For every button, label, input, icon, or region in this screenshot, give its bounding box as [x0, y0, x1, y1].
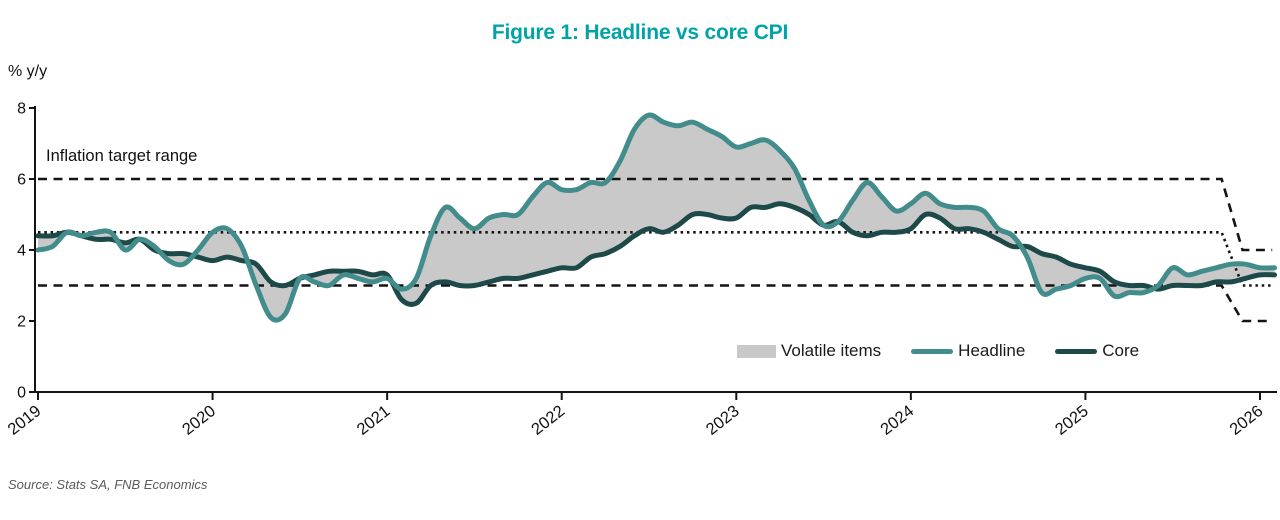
core-line: [35, 201, 1277, 307]
y-axis-unit-label: % y/y: [8, 63, 48, 80]
x-tick-label: 2021: [354, 402, 394, 439]
x-tick-label: 2024: [877, 402, 917, 439]
x-tick-label: 2026: [1226, 402, 1266, 439]
x-tick-label: 2020: [179, 402, 219, 439]
legend-item-headline: Headline: [911, 341, 1025, 361]
inflation-target-range-label: Inflation target range: [46, 147, 198, 165]
x-tick-label: 2025: [1052, 402, 1092, 439]
source-note: Source: Stats SA, FNB Economics: [8, 477, 208, 492]
legend-label-headline: Headline: [958, 341, 1026, 360]
y-tick-label: 6: [17, 172, 26, 189]
volatile-items-swatch: [737, 344, 776, 358]
x-tick-label: 2019: [4, 402, 44, 439]
headline-line-swatch: [911, 348, 954, 354]
y-tick-label: 4: [17, 243, 26, 260]
core-line-swatch: [1055, 348, 1098, 354]
headline-line: [35, 112, 1277, 323]
y-tick-label: 0: [17, 385, 26, 402]
legend: Volatile items Headline Core: [737, 341, 1139, 361]
legend-item-core: Core: [1055, 341, 1139, 361]
volatile-items-area: [38, 114, 1275, 321]
legend-label-core: Core: [1102, 341, 1140, 360]
x-tick-label: 2022: [528, 402, 568, 439]
target-midpoint-line: [38, 231, 1273, 287]
x-tick-label: 2023: [703, 402, 743, 439]
target-lower-line: [38, 284, 1273, 323]
y-tick-label: 8: [17, 101, 26, 118]
chart-title: Figure 1: Headline vs core CPI: [491, 21, 789, 44]
target-upper-line: [38, 177, 1273, 252]
y-tick-label: 2: [17, 314, 26, 331]
legend-label-volatile-items: Volatile items: [781, 341, 882, 360]
legend-item-volatile-items: Volatile items: [737, 341, 881, 361]
